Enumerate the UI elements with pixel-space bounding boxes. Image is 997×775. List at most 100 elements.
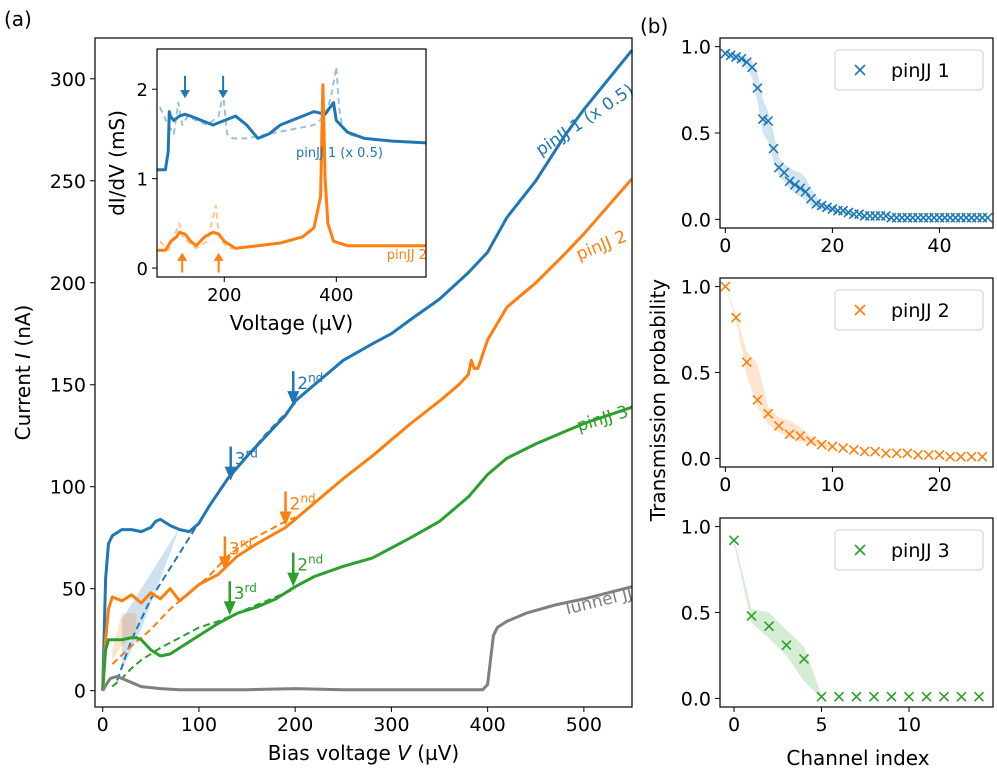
series-line-pin2 [101, 177, 634, 691]
trans_pin1-legend-box [834, 49, 984, 91]
trans_pin2-point [902, 448, 913, 459]
trans_pin1-point [747, 62, 758, 73]
trans_pin3-point [746, 610, 757, 622]
trans_pin1-point [768, 143, 779, 154]
trans_pin3-legend-marker [854, 544, 866, 556]
trans_pin2-legend-label: pinJJ 2 [891, 300, 950, 322]
trans_pin3-legend-label: pinJJ 3 [891, 540, 950, 562]
transmission-plot-pinjj1: 0 20 40 0.0 0.5 1.0 pinJJ 1 [681, 37, 994, 257]
trans_pin3-point [763, 621, 775, 632]
trans_pin2-point [827, 441, 838, 452]
inset-series-pin1 [157, 101, 427, 172]
trans_pin3-ytick-label: 0.5 [681, 603, 711, 625]
main-plot-ytick-label: 200 [50, 273, 86, 295]
trans_pin1-ytick-label: 0.5 [681, 123, 711, 145]
trans_pin2-point [752, 394, 763, 406]
inset-series-pin1-model [158, 65, 427, 144]
series-line-tunnel [101, 585, 633, 692]
harmonic-arrow-head [279, 511, 292, 526]
trans_pin2-legend-box [834, 289, 984, 331]
harmonic-suffix: nd [308, 553, 323, 567]
trans_pin3-point [903, 691, 915, 702]
main-x-label-part: Bias voltage [268, 741, 397, 765]
trans_pin1-point [982, 212, 993, 223]
inset-label-pin2: pinJJ 2 [387, 248, 427, 263]
trans_pin1-ytick-label: 1.0 [681, 37, 711, 59]
trans_pin1-point [795, 183, 806, 194]
main-plot-ytick-label: 50 [62, 579, 86, 601]
series-line-pin2-fit [111, 516, 296, 665]
inset-series-pin2 [157, 83, 426, 252]
harmonic-order: 3 [235, 450, 246, 470]
inset-frame [156, 48, 427, 278]
trans_pin1-band [725, 51, 854, 216]
inset-x-label: Voltage (µV) [230, 311, 353, 335]
trans_pin2-point [720, 281, 731, 292]
trans_pin2-band [725, 286, 833, 449]
harmonic-label: 2nd [290, 491, 316, 514]
trans_pin3-point [938, 691, 950, 702]
trans_pin1-point [779, 167, 790, 178]
trans_pin3-point [816, 691, 827, 702]
trans_pin3-point [851, 691, 862, 702]
harmonic-suffix: rd [245, 581, 257, 595]
panel-label-b: (b) [640, 14, 668, 38]
trans_pin3-point [956, 691, 967, 702]
inset-arrow-head [218, 90, 229, 99]
transmission-plot-pinjj3: 0 5 10 0.0 0.5 1.0 pinJJ 3 [681, 517, 994, 736]
trans_pin2-xtick-label: 20 [927, 474, 951, 496]
main-y-label: Current I (nA) [11, 305, 35, 441]
inset-series-pin2-model [159, 83, 426, 252]
inset-label-pin1: pinJJ 1 (x 0.5) [296, 146, 383, 161]
trans_pin3-ytick-label: 0.0 [681, 688, 711, 710]
trans_pin3-ytick-label: 1.0 [681, 517, 711, 539]
trans_pin1-point [763, 115, 774, 126]
harmonic-order: 2 [297, 374, 308, 394]
trans_pin2-point [805, 436, 817, 447]
trans_pin2-point [870, 446, 881, 457]
main-x-label: Bias voltage V (µV) [268, 741, 459, 765]
trans_pin2-point [880, 448, 892, 459]
trans_pin2-point [763, 408, 774, 419]
trans_pin2-point [955, 451, 966, 462]
trans_pin2-point [891, 448, 902, 459]
harmonic-order: 2 [290, 494, 301, 514]
main-plot-ytick-label: 300 [50, 69, 86, 91]
main-y-label-part: (nA) [11, 305, 35, 353]
trans_pin2-ytick-label: 0.5 [681, 363, 711, 385]
trans_pin3-point [886, 691, 897, 702]
trans_pin3-point [973, 691, 985, 702]
trans_pin2-xtick-label: 0 [719, 474, 731, 496]
trans_pin3-band [734, 538, 822, 699]
harmonic-arrow-head [224, 466, 237, 481]
trans_pin1-point [784, 176, 795, 187]
main-plot-ytick-label: 100 [50, 477, 86, 499]
harmonic-label: 3rd [234, 581, 257, 604]
main-y-label-part: I [11, 353, 35, 359]
trans_pin1-xtick-label: 20 [820, 235, 844, 257]
trans_pin1-ytick-label: 0.0 [681, 209, 711, 231]
trans_pin2-point [977, 451, 988, 462]
trans_pin3-xtick-label: 0 [728, 714, 740, 736]
series-line-pin3-fit [111, 587, 296, 688]
trans_pin2-ytick-label: 1.0 [681, 277, 711, 299]
trans_pin2-point [912, 449, 924, 461]
main-plot-ytick-label: 150 [50, 375, 86, 397]
main-plot-xtick-label: 500 [566, 714, 602, 736]
trans_pin2-ytick-label: 0.0 [681, 448, 711, 470]
trans_pin1-xtick-label: 0 [719, 235, 731, 257]
harmonic-arrow-head [223, 601, 236, 616]
inset-y-label: dI/dV (mS) [105, 110, 129, 216]
inset-didv-plot: pinJJ 1 (x 0.5) pinJJ 2 200 400 0 1 2 Voltage (… [105, 48, 427, 335]
harmonic-arrow-head [287, 391, 300, 406]
inset-arrow-head [177, 252, 188, 261]
trans_pin2-point [741, 357, 752, 368]
harmonic-suffix: rd [240, 536, 252, 550]
trans_pin3-point [728, 535, 740, 546]
channel-x-label: Channel index [786, 746, 929, 770]
trans_pin1-point [800, 186, 811, 197]
trans_pin3-xtick-label: 5 [815, 714, 827, 736]
main-plot-frame [94, 37, 633, 708]
trans_pin3-point [798, 653, 810, 664]
